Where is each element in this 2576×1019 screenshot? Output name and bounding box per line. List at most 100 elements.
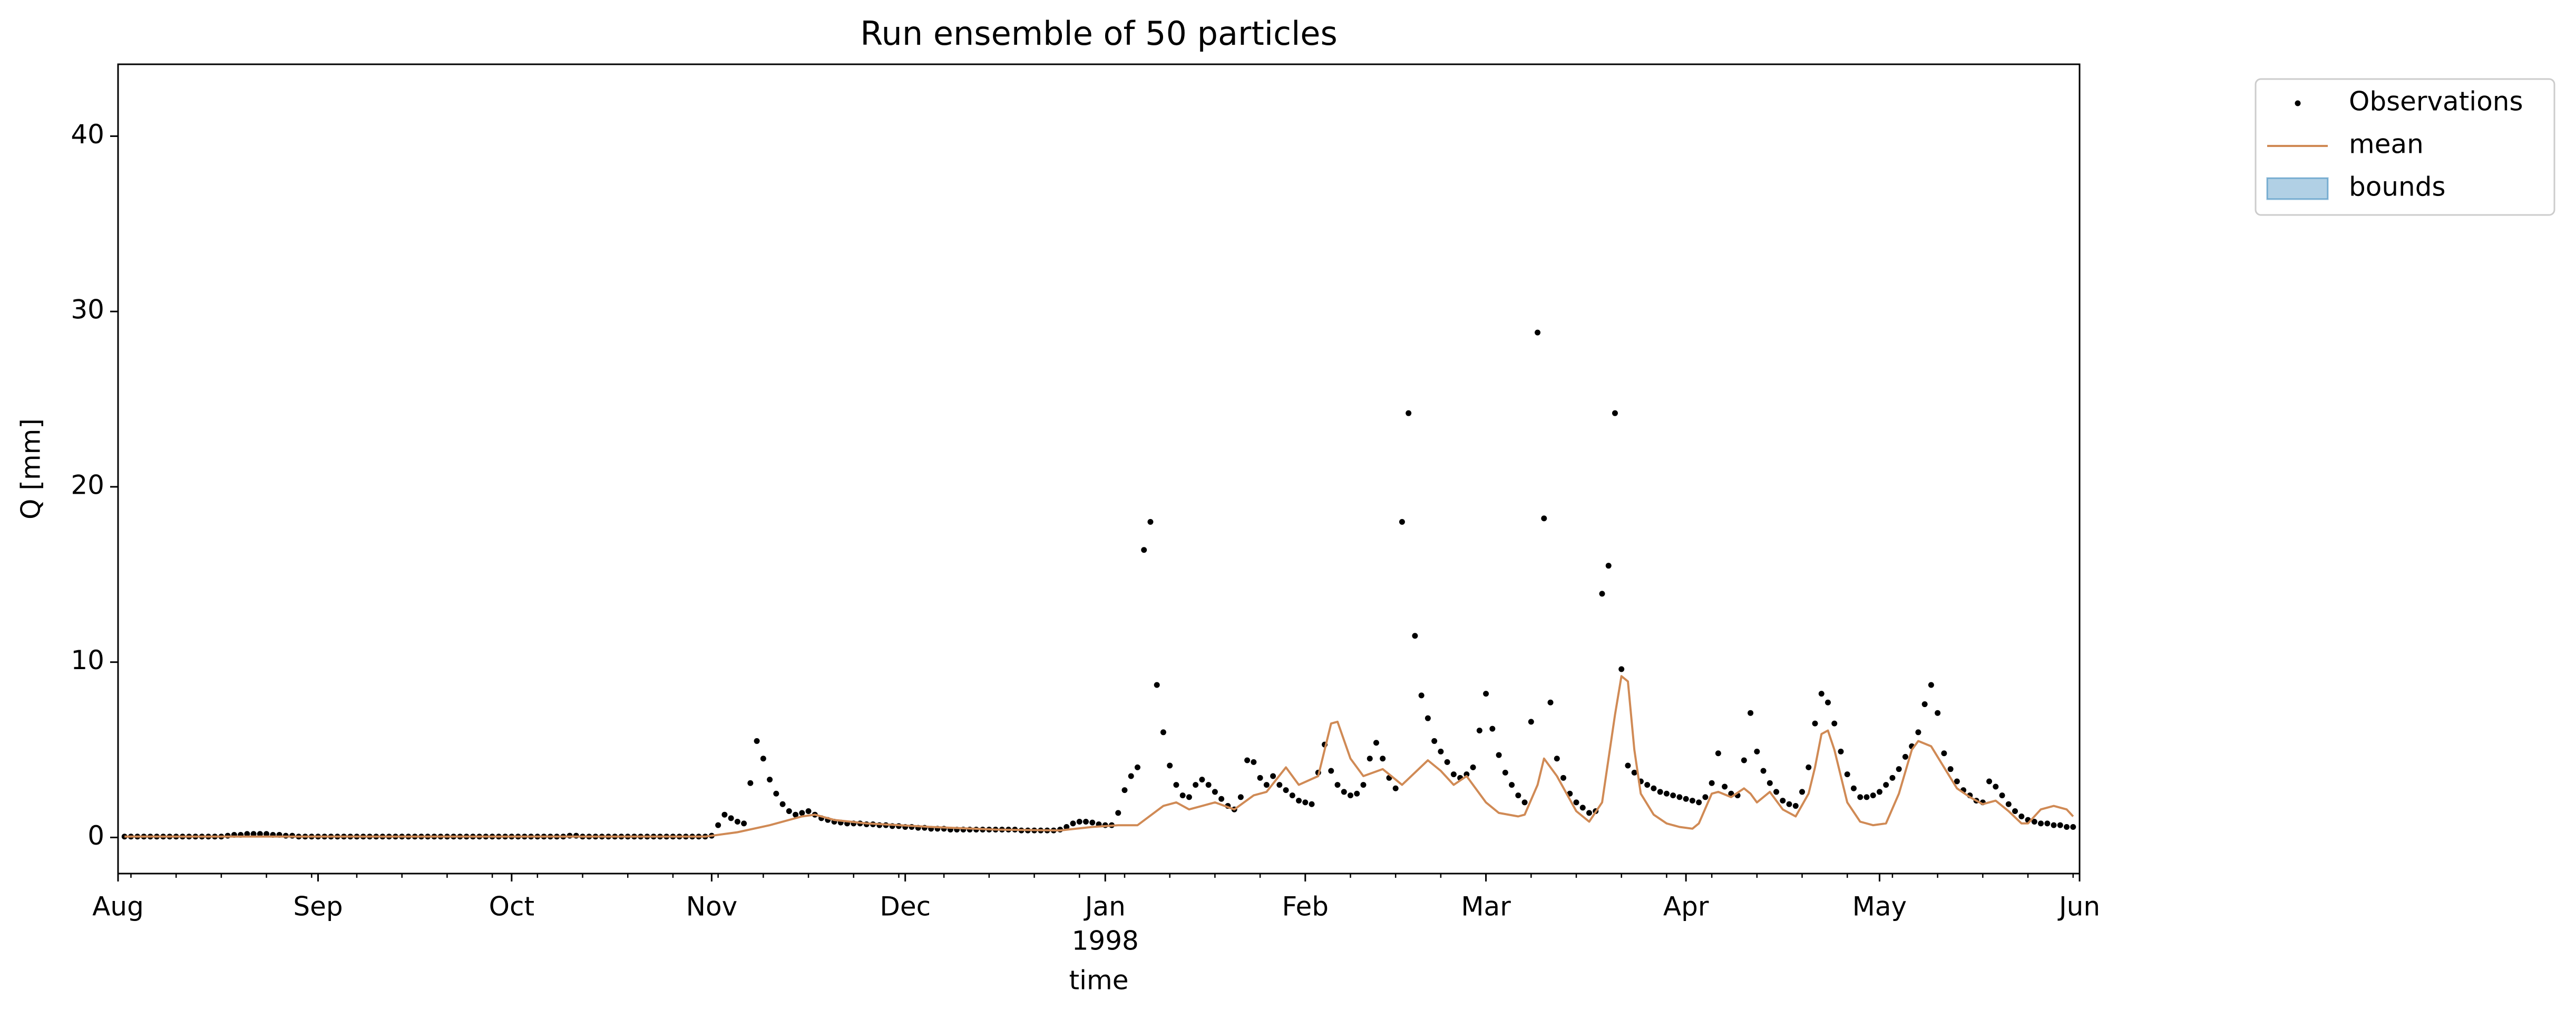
- observation-dot: [1812, 720, 1818, 727]
- observation-dot: [1418, 692, 1424, 699]
- observation-dot: [1083, 819, 1089, 825]
- observation-dot: [1618, 666, 1625, 672]
- observation-dot: [721, 811, 728, 818]
- observation-dot: [1663, 790, 1670, 797]
- observation-dot: [1521, 799, 1528, 806]
- y-axis-label: Q [mm]: [16, 418, 46, 520]
- observation-dot: [1792, 803, 1799, 809]
- observation-dot: [1444, 759, 1450, 765]
- observation-dot: [1392, 785, 1399, 791]
- observation-dot: [1115, 810, 1121, 816]
- observation-dot: [1463, 771, 1470, 778]
- x-tick-label: Feb: [1282, 891, 1329, 922]
- observation-dot: [1612, 410, 1618, 416]
- observation-dot: [1341, 789, 1347, 795]
- observation-dot: [1889, 775, 1896, 781]
- observation-dot: [2070, 824, 2076, 830]
- observation-dot: [779, 801, 786, 807]
- observation-dot: [2044, 820, 2051, 827]
- observation-dot: [1696, 799, 1702, 806]
- observation-dot: [1193, 782, 1199, 788]
- observation-dot: [1850, 785, 1857, 791]
- observation-dot: [1515, 792, 1521, 799]
- observation-dot: [1360, 782, 1367, 788]
- y-tick-label: 20: [71, 469, 104, 500]
- observation-dot: [1186, 794, 1192, 800]
- observation-dot: [1586, 810, 1592, 816]
- x-tick-label: Mar: [1461, 891, 1511, 922]
- observation-dot: [1651, 785, 1657, 791]
- observation-dot: [1121, 787, 1128, 793]
- y-tick-label: 0: [87, 820, 104, 851]
- observation-dot: [1806, 764, 1812, 770]
- observation-dot: [1160, 729, 1166, 736]
- observation-dot: [1476, 727, 1482, 733]
- observation-dot: [1844, 771, 1850, 778]
- observation-dot: [1199, 777, 1205, 783]
- legend-label: mean: [2349, 129, 2424, 160]
- observation-dot: [2038, 820, 2044, 827]
- observation-dot: [1270, 773, 1276, 779]
- observation-dot: [1147, 518, 1154, 525]
- observation-dot: [1070, 820, 1076, 827]
- observation-dot: [1767, 780, 1773, 786]
- legend-label: Observations: [2349, 86, 2523, 117]
- observation-dot: [257, 831, 263, 837]
- observation-dot: [1263, 782, 1270, 788]
- legend-marker: [2266, 177, 2329, 200]
- observation-dot: [1818, 691, 1824, 697]
- observation-dot: [1489, 726, 1496, 732]
- observation-dot: [1999, 792, 2005, 799]
- observation-dot: [793, 811, 799, 818]
- observation-dot: [760, 756, 766, 762]
- observation-dot: [1986, 778, 1993, 785]
- observation-dot: [1367, 756, 1373, 762]
- observation-dot: [1683, 796, 1689, 802]
- observation-dot: [1167, 762, 1173, 769]
- observation-dot: [1554, 756, 1560, 762]
- x-year-label: 1998: [1072, 926, 1139, 956]
- observation-dot: [1748, 710, 1754, 716]
- observation-dot: [741, 820, 747, 827]
- plot-frame: [117, 63, 2081, 875]
- observation-dot: [1876, 789, 1882, 795]
- observation-dot: [1424, 715, 1431, 721]
- observation-dot: [1328, 768, 1334, 774]
- observation-dot: [1741, 757, 1747, 763]
- observation-dot: [786, 808, 792, 815]
- observation-dot: [1722, 783, 1728, 790]
- observation-dot: [2018, 814, 2025, 820]
- observation-dot: [1670, 792, 1676, 799]
- observation-dot: [1573, 799, 1579, 806]
- observation-dot: [1857, 794, 1863, 800]
- observation-dot: [1709, 780, 1715, 786]
- observation-dot: [1399, 518, 1405, 525]
- observation-dot: [1935, 710, 1941, 716]
- observation-dot: [250, 831, 257, 837]
- observation-dot: [1928, 682, 1934, 688]
- observation-dot: [1831, 720, 1838, 727]
- observation-dot: [715, 822, 721, 828]
- observation-dot: [1941, 750, 1947, 757]
- observation-dot: [2057, 822, 2063, 828]
- observation-dot: [1883, 782, 1889, 788]
- observation-dot: [1412, 633, 1418, 639]
- observation-dot: [2031, 819, 2037, 825]
- observation-dot: [1089, 819, 1096, 826]
- observation-dot: [1483, 691, 1489, 697]
- observation-dot: [1205, 782, 1212, 788]
- observation-dot: [264, 831, 270, 837]
- legend-label: bounds: [2349, 172, 2446, 202]
- observation-dot: [1528, 719, 1534, 725]
- observation-dot: [1237, 794, 1244, 800]
- x-tick-label: May: [1852, 891, 1907, 922]
- observation-dot: [1380, 756, 1386, 762]
- observation-dot: [1605, 563, 1612, 569]
- observation-dot: [1535, 329, 1541, 336]
- observation-dot: [1560, 775, 1567, 781]
- x-tick-label: Nov: [686, 891, 738, 922]
- observation-dot: [1579, 805, 1586, 811]
- observation-dot: [1786, 801, 1792, 807]
